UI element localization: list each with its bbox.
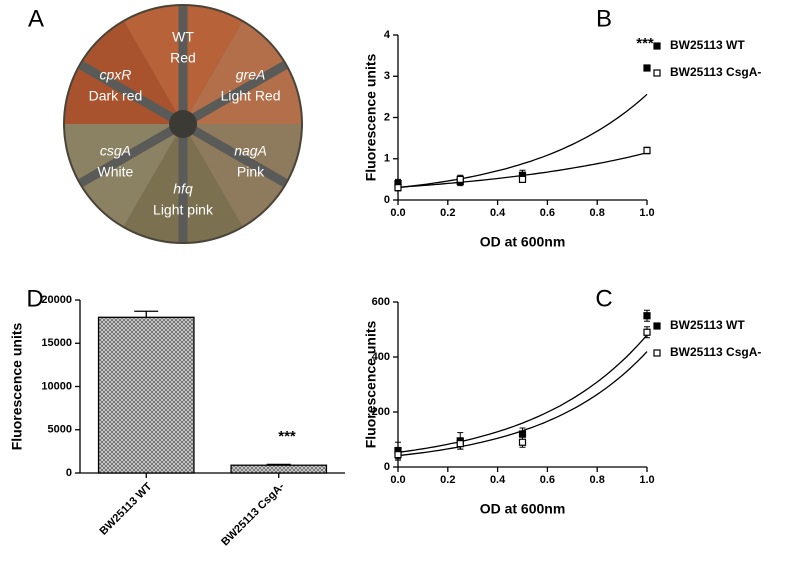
x-tick-label: BW25113 CsgA- — [219, 480, 287, 548]
legend-marker — [653, 42, 661, 50]
plate-center — [169, 110, 197, 138]
legend-label: BW25113 WT — [670, 318, 745, 332]
data-point — [643, 312, 651, 320]
fit-curve — [397, 351, 648, 457]
annotation: *** — [278, 428, 296, 445]
y-tick-label: 600 — [372, 296, 390, 308]
fit-curve — [397, 93, 648, 189]
data-point — [456, 175, 464, 183]
y-tick-label: 3 — [384, 70, 390, 82]
sector-gene: greA — [236, 67, 266, 83]
sector-gene: hfq — [173, 181, 193, 197]
legend-marker — [653, 69, 661, 77]
bar — [230, 464, 328, 474]
y-tick-label: 0 — [384, 461, 390, 473]
panel-letter: C — [595, 285, 612, 312]
x-tick-label: BW25113 WT — [98, 480, 155, 537]
x-tick-label: 0.2 — [440, 207, 455, 219]
sector-phenotype: White — [98, 164, 134, 180]
sector-phenotype: Dark red — [89, 88, 143, 104]
data-point — [518, 175, 527, 183]
fit-curve — [397, 152, 648, 188]
sector-phenotype: Pink — [237, 164, 265, 180]
fit-curve — [397, 334, 648, 454]
data-point — [643, 328, 651, 336]
x-tick-label: 0.4 — [490, 207, 506, 219]
x-tick-label: 0.4 — [490, 474, 506, 486]
y-axis-label: Fluorescence units — [363, 53, 379, 181]
data-point — [456, 440, 464, 448]
data-point — [394, 184, 402, 192]
x-axis-label: OD at 600nm — [480, 501, 566, 517]
legend-label: BW25113 WT — [670, 38, 745, 52]
y-tick-label: 2 — [384, 111, 390, 123]
y-tick-label: 200 — [372, 406, 390, 418]
x-tick-label: 0.2 — [440, 474, 455, 486]
annotation: *** — [636, 35, 654, 52]
y-tick-label: 0 — [384, 194, 390, 206]
x-tick-label: 0.8 — [590, 207, 605, 219]
data-point — [643, 64, 651, 72]
panel-letter: D — [26, 285, 43, 312]
legend-label: BW25113 CsgA- — [670, 65, 761, 79]
y-tick-label: 0 — [66, 467, 72, 479]
y-tick-label: 5000 — [48, 424, 72, 436]
y-tick-label: 1 — [384, 153, 390, 165]
sector-phenotype: Light pink — [153, 202, 214, 218]
y-tick-label: 10000 — [41, 380, 72, 392]
x-tick-label: 0.6 — [540, 474, 555, 486]
y-tick-label: 4 — [384, 29, 391, 41]
legend-marker — [653, 322, 661, 330]
legend-label: BW25113 CsgA- — [670, 345, 761, 359]
sector-phenotype: Red — [170, 50, 196, 66]
x-tick-label: 0.0 — [390, 474, 405, 486]
y-axis-label: Fluorescence units — [363, 320, 379, 448]
sector-gene: cpxR — [99, 67, 131, 83]
data-point — [643, 146, 651, 155]
sector-gene: nagA — [234, 143, 267, 159]
x-tick-label: 0.8 — [590, 474, 605, 486]
panel-letter: A — [28, 5, 44, 32]
y-tick-label: 400 — [372, 351, 390, 363]
legend-marker — [653, 349, 661, 357]
y-axis-label: Fluorescence units — [9, 322, 25, 450]
sector-gene: WT — [172, 29, 194, 45]
data-point — [394, 451, 402, 459]
panel-letter: B — [596, 5, 612, 32]
y-tick-label: 15000 — [41, 337, 72, 349]
bar — [97, 316, 195, 474]
sector-gene: csgA — [100, 143, 131, 159]
x-tick-label: 1.0 — [639, 474, 654, 486]
x-tick-label: 0.0 — [390, 207, 405, 219]
y-tick-label: 20000 — [41, 294, 72, 306]
x-axis-label: OD at 600nm — [480, 234, 566, 250]
data-point — [518, 438, 527, 446]
x-tick-label: 0.6 — [540, 207, 555, 219]
x-tick-label: 1.0 — [639, 207, 654, 219]
sector-phenotype: Light Red — [221, 88, 281, 104]
error-bar — [134, 310, 159, 318]
